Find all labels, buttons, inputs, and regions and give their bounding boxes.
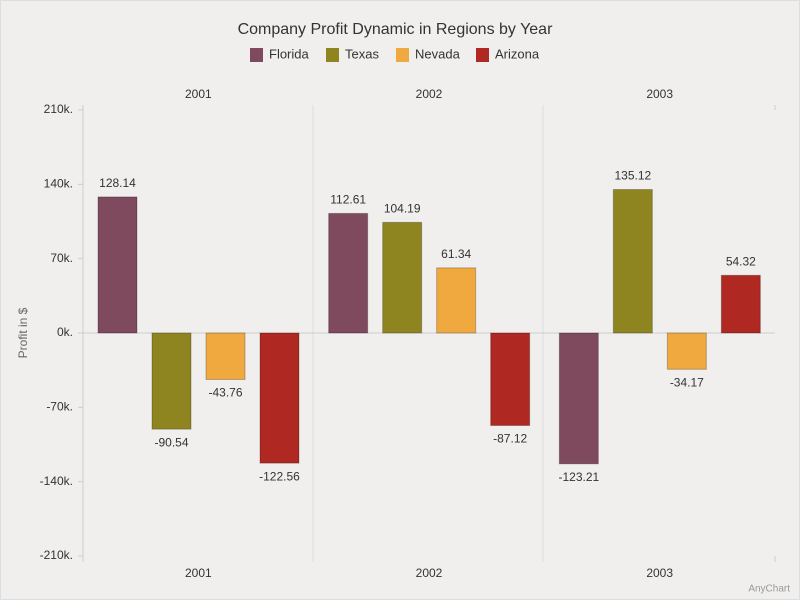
legend-label: Texas: [345, 46, 379, 61]
bar: [151, 332, 192, 430]
bar: [666, 332, 707, 370]
legend-label: Arizona: [495, 46, 540, 61]
data-label: 135.12: [614, 169, 651, 183]
bar: [612, 189, 653, 334]
data-label: 54.32: [726, 254, 756, 268]
y-tick-label: 210k.: [44, 102, 73, 116]
data-label: -123.21: [558, 470, 599, 484]
x-tick-label: 2002: [416, 87, 443, 101]
y-tick-label: 70k.: [50, 251, 73, 265]
y-tick-label: -210k.: [40, 548, 73, 562]
bar: [97, 196, 138, 334]
y-tick-label: -70k.: [46, 400, 73, 414]
y-axis-title: Profit in $: [16, 307, 30, 358]
bar: [259, 332, 300, 464]
data-label: -122.56: [259, 469, 300, 483]
data-label: 128.14: [99, 176, 136, 190]
legend-swatch: [476, 48, 489, 62]
data-label: 104.19: [384, 202, 421, 216]
legend-swatch: [396, 48, 409, 62]
legend-label: Nevada: [415, 46, 461, 61]
legend-swatch: [326, 48, 339, 62]
x-tick-label: 2001: [185, 566, 212, 580]
x-tick-label: 2002: [416, 566, 443, 580]
data-label: -34.17: [670, 375, 704, 389]
legend-label: Florida: [269, 46, 310, 61]
data-label: 61.34: [441, 247, 471, 261]
data-label: -87.12: [493, 432, 527, 446]
y-tick-label: 140k.: [44, 177, 73, 191]
x-tick-label: 2003: [646, 566, 673, 580]
bar: [328, 212, 369, 334]
chart-title: Company Profit Dynamic in Regions by Yea…: [238, 21, 553, 38]
x-tick-label: 2003: [646, 87, 673, 101]
bar: [436, 267, 477, 334]
bar: [490, 332, 531, 427]
data-label: 112.61: [330, 193, 366, 207]
x-tick-label: 2001: [185, 87, 212, 101]
bar: [205, 332, 246, 380]
legend-swatch: [250, 48, 263, 62]
bar: [382, 221, 423, 334]
y-tick-label: 0k.: [57, 325, 73, 339]
credits: AnyChart: [748, 584, 790, 595]
y-tick-label: -140k.: [40, 474, 73, 488]
bar: [558, 332, 599, 465]
data-label: -90.54: [154, 435, 188, 449]
bar: [720, 274, 761, 334]
data-label: -43.76: [208, 386, 242, 400]
